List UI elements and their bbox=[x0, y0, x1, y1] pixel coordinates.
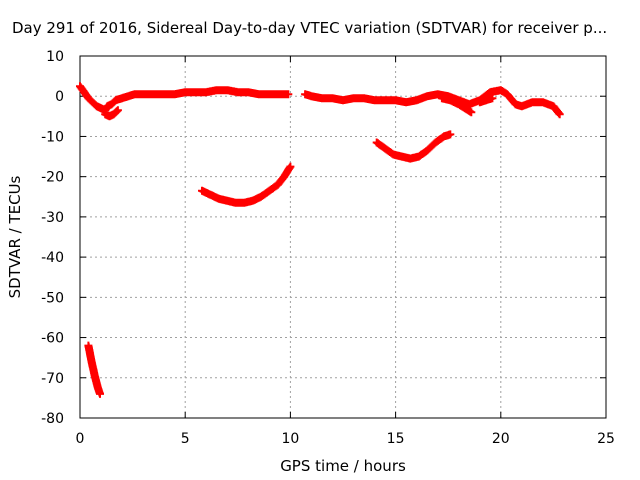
x-tick-label: 15 bbox=[387, 431, 405, 447]
x-axis-label: GPS time / hours bbox=[280, 457, 406, 475]
plus-markers bbox=[437, 94, 476, 117]
plus-markers bbox=[84, 341, 104, 398]
y-tick-label: -70 bbox=[41, 371, 64, 387]
chart-title: Day 291 of 2016, Sidereal Day-to-day VTE… bbox=[12, 19, 607, 37]
plot-frame bbox=[79, 55, 607, 419]
y-tick-label: -40 bbox=[41, 250, 64, 266]
plus-markers bbox=[76, 82, 293, 115]
data-segment bbox=[437, 94, 476, 117]
x-tick-label: 0 bbox=[76, 431, 85, 447]
y-tick-label: -50 bbox=[41, 290, 64, 306]
data-segment bbox=[372, 130, 455, 163]
y-tick-label: -80 bbox=[41, 411, 64, 427]
data-segment bbox=[84, 341, 104, 398]
x-tick-label: 25 bbox=[597, 431, 615, 447]
y-tick-label: 0 bbox=[55, 89, 64, 105]
x-tick-label: 20 bbox=[492, 431, 510, 447]
grid-lines bbox=[80, 56, 606, 418]
x-tick-label: 10 bbox=[281, 431, 299, 447]
y-tick-label: 10 bbox=[46, 49, 64, 65]
y-tick-label: -30 bbox=[41, 210, 64, 226]
plus-markers bbox=[101, 106, 122, 121]
plus-markers bbox=[372, 130, 455, 163]
y-tick-label: -10 bbox=[41, 129, 64, 145]
data-segment bbox=[301, 86, 564, 119]
plus-markers bbox=[198, 162, 295, 207]
plus-markers bbox=[475, 94, 497, 107]
data-segment bbox=[198, 162, 295, 207]
y-tick-label: -60 bbox=[41, 331, 64, 347]
data-segment bbox=[76, 82, 293, 115]
data-series-sdtvar bbox=[76, 82, 564, 398]
data-segment bbox=[101, 106, 122, 121]
x-axis: 0 5 10 15 20 25 bbox=[76, 56, 615, 447]
y-tick-label: -20 bbox=[41, 170, 64, 186]
y-axis-label: SDTVAR / TECUs bbox=[6, 175, 24, 298]
plus-markers bbox=[301, 86, 564, 119]
data-segment bbox=[475, 94, 497, 107]
y-axis: 10 0 -10 -20 -30 -40 -50 -60 -70 -80 bbox=[41, 49, 606, 427]
x-tick-label: 5 bbox=[181, 431, 190, 447]
